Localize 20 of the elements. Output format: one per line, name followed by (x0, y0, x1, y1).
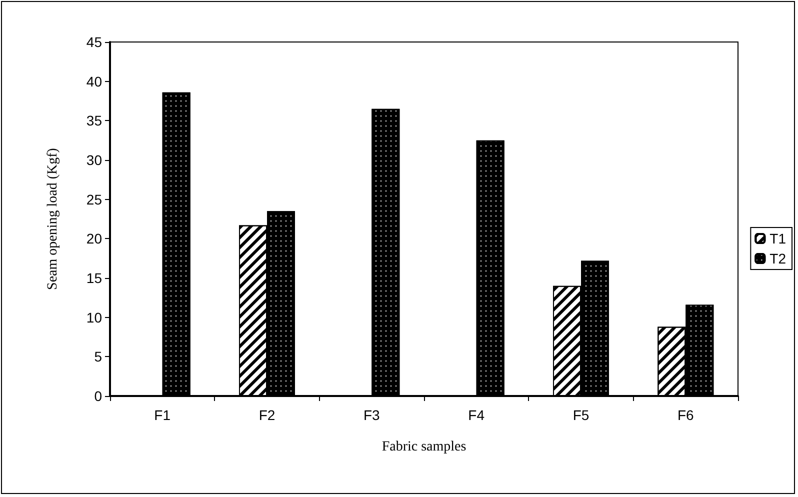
y-axis-title: Seam opening load (Kgf) (46, 148, 60, 290)
x-tick-label: F4 (468, 407, 485, 423)
x-tick-label: F1 (154, 407, 171, 423)
legend-label: T1 (770, 230, 786, 246)
x-tick-label: F6 (677, 407, 694, 423)
y-tick-label: 45 (86, 34, 102, 50)
x-axis-title: Fabric samples (382, 440, 466, 454)
y-tick-label: 30 (86, 152, 102, 168)
y-tick-label: 20 (86, 230, 102, 247)
y-tick-label: 5 (94, 348, 102, 365)
y-tick-label: 40 (86, 73, 102, 90)
legend-label: T2 (770, 250, 786, 266)
x-tick-label: F2 (258, 407, 276, 423)
x-tick-label: F3 (363, 407, 380, 423)
y-tick-label: 25 (86, 191, 102, 208)
x-tick-label: F5 (572, 407, 590, 423)
y-tick-label: 35 (86, 112, 102, 129)
y-tick-label: 15 (86, 270, 102, 286)
y-tick-label: 0 (94, 388, 102, 404)
y-tick-label: 10 (86, 309, 102, 326)
